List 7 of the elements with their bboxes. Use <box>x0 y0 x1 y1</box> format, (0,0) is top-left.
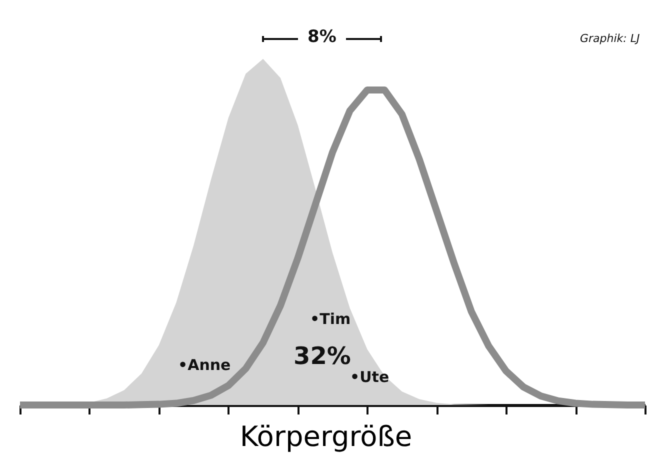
annotation: •Ute <box>350 368 390 386</box>
annotation: •Anne <box>178 356 231 374</box>
annotation: •Tim <box>310 310 351 328</box>
x-axis-title: Körpergröße <box>238 420 414 453</box>
text: 8% <box>308 27 336 47</box>
text: Graphik: LJ <box>580 32 640 45</box>
annotation: 32% <box>294 342 351 370</box>
